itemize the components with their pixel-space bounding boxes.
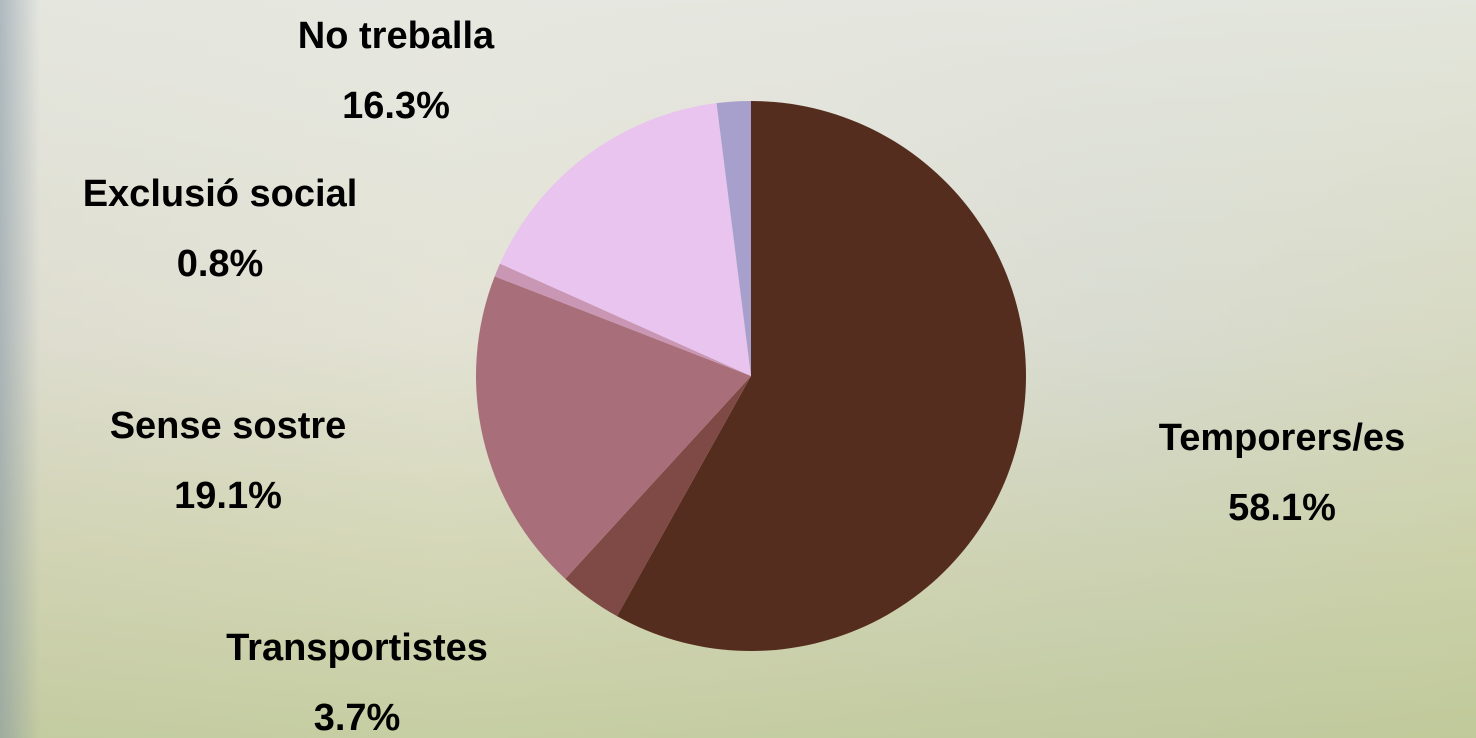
slice-label: Exclusió social xyxy=(83,173,358,215)
slice-label: Temporers/es xyxy=(1159,417,1405,459)
pie-slice xyxy=(716,101,751,376)
pie-slice xyxy=(617,101,1027,651)
pie-slice xyxy=(565,376,751,617)
slice-value-label: 19.1% xyxy=(174,475,282,517)
pie-slice xyxy=(476,276,751,579)
slice-label: Sense sostre xyxy=(110,405,347,447)
slice-value-label: 58.1% xyxy=(1228,487,1336,529)
slice-value-label: 16.3% xyxy=(342,85,450,127)
slice-value-label: 3.7% xyxy=(314,697,401,738)
slice-value-label: 0.8% xyxy=(177,243,264,285)
pie-slice xyxy=(500,103,751,376)
slice-label: Transportistes xyxy=(226,627,488,669)
slice-label: No treballa xyxy=(298,15,495,57)
pie-slice xyxy=(494,263,751,376)
